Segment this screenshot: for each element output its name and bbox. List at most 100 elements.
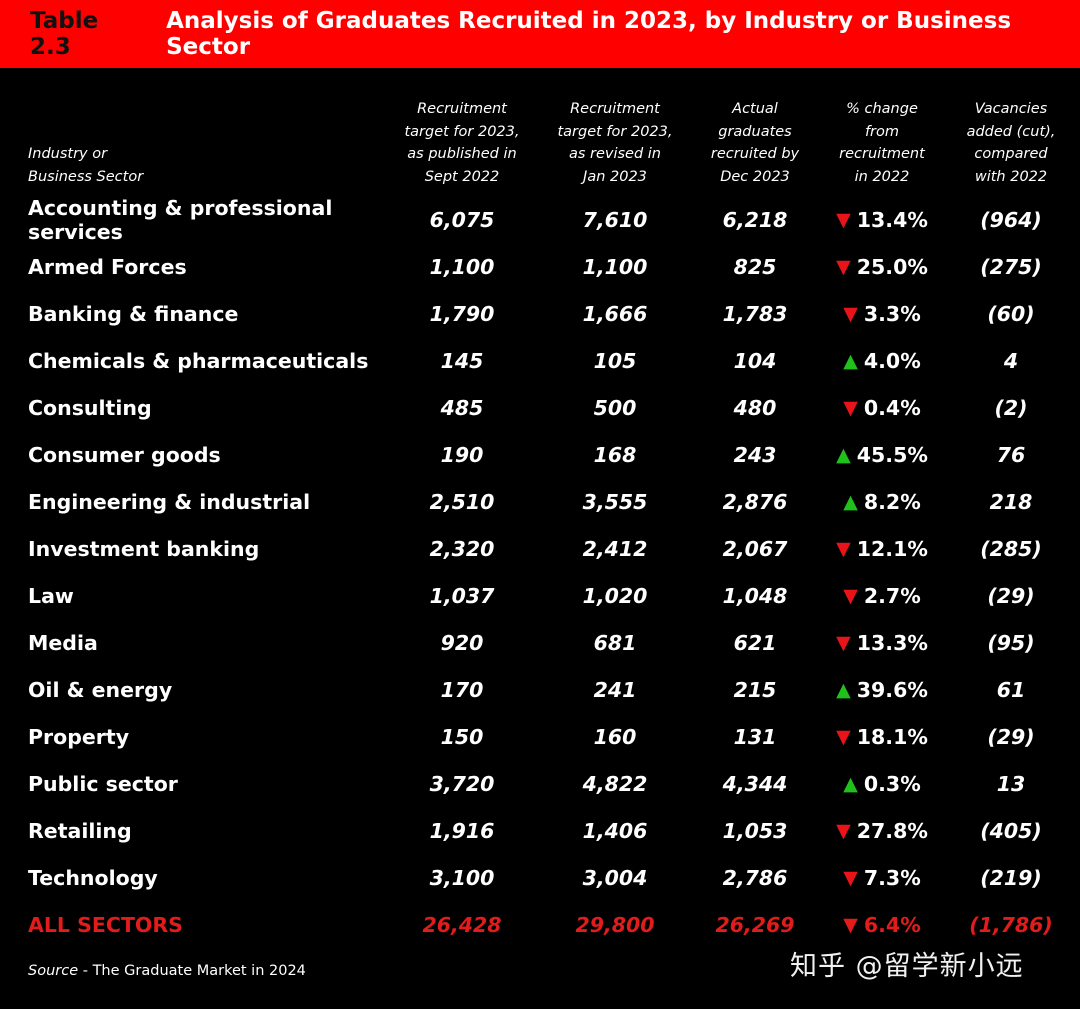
- sept-target-cell: 485: [440, 395, 484, 420]
- percent-change-value: 18.1%: [856, 724, 928, 749]
- vacancies-cell: (964): [980, 207, 1042, 232]
- table-title: Analysis of Graduates Recruited in 2023,…: [166, 8, 1012, 60]
- sept-target-cell: 26,428: [422, 912, 502, 937]
- sept-target-cell: 3,100: [429, 865, 495, 890]
- triangle-down-icon: ▼: [843, 866, 858, 889]
- table-row: Accounting & professional services 6,075 7…: [0, 196, 1080, 244]
- percent-change-value: 25.0%: [856, 254, 928, 279]
- sector-cell: Engineering & industrial: [28, 489, 311, 514]
- vacancies-cell: (60): [987, 301, 1035, 326]
- vacancies-cell: (275): [980, 254, 1042, 279]
- table-row: Media 920 681 621 ▼ 13.3% (95): [0, 619, 1080, 666]
- jan-target-cell: 2,412: [582, 536, 648, 561]
- percent-change-value: 8.2%: [863, 489, 921, 514]
- actual-cell: 26,269: [715, 912, 795, 937]
- triangle-down-icon: ▼: [843, 913, 858, 936]
- sector-cell: ALL SECTORS: [28, 912, 183, 937]
- percent-change-cell: ▼ 25.0%: [817, 243, 947, 290]
- jan-target-cell: 1,100: [582, 254, 648, 279]
- vacancies-cell: (285): [980, 536, 1042, 561]
- jan-target-cell: 1,406: [582, 818, 648, 843]
- actual-cell: 2,786: [722, 865, 788, 890]
- table-body: Accounting & professional services 6,075 7…: [0, 196, 1080, 948]
- sector-cell: Investment banking: [28, 536, 260, 561]
- percent-change-value: 0.4%: [863, 395, 921, 420]
- sector-cell: Media: [28, 630, 98, 655]
- actual-cell: 480: [733, 395, 777, 420]
- sept-target-cell: 190: [440, 442, 484, 467]
- table-row: Chemicals & pharmaceuticals 145 105 104 ▲ 4.0…: [0, 337, 1080, 384]
- actual-cell: 2,876: [722, 489, 788, 514]
- vacancies-cell: 218: [989, 489, 1033, 514]
- percent-change-value: 0.3%: [863, 771, 921, 796]
- vacancies-cell: (29): [987, 583, 1035, 608]
- actual-cell: 131: [733, 724, 777, 749]
- actual-cell: 6,218: [722, 207, 788, 232]
- percent-change-cell: ▲ 4.0%: [817, 337, 947, 384]
- jan-target-cell: 1,020: [582, 583, 648, 608]
- percent-change-cell: ▼ 12.1%: [817, 525, 947, 572]
- table-row: Oil & energy 170 241 215 ▲ 39.6% 61: [0, 666, 1080, 713]
- sept-target-cell: 1,037: [429, 583, 495, 608]
- percent-change-cell: ▼ 6.4%: [817, 901, 947, 948]
- sept-target-cell: 3,720: [429, 771, 495, 796]
- header-vacancies: Vacancies added (cut), compared with 202…: [966, 101, 1056, 185]
- table-row: Banking & finance 1,790 1,666 1,783 ▼ 3.3% (60…: [0, 290, 1080, 337]
- vacancies-cell: (219): [980, 865, 1042, 890]
- vacancies-cell: (95): [987, 630, 1035, 655]
- triangle-down-icon: ▼: [836, 725, 851, 748]
- sept-target-cell: 1,790: [429, 301, 495, 326]
- title-bar: Table 2.3 Analysis of Graduates Recruite…: [0, 0, 1080, 68]
- jan-target-cell: 105: [593, 348, 637, 373]
- table-row: Investment banking 2,320 2,412 2,067 ▼ 12.1% (…: [0, 525, 1080, 572]
- jan-target-cell: 681: [593, 630, 637, 655]
- percent-change-cell: ▼ 13.4%: [817, 196, 947, 243]
- vacancies-cell: 13: [996, 771, 1026, 796]
- actual-cell: 621: [733, 630, 777, 655]
- actual-cell: 104: [733, 348, 777, 373]
- triangle-up-icon: ▲: [843, 349, 858, 372]
- vacancies-cell: 4: [1003, 348, 1019, 373]
- sept-target-cell: 2,320: [429, 536, 495, 561]
- header-jan-target: Recruitment target for 2023, as revised …: [557, 101, 673, 185]
- sector-cell: Technology: [28, 865, 158, 890]
- sector-cell: Retailing: [28, 818, 132, 843]
- table-row: Consumer goods 190 168 243 ▲ 45.5% 76: [0, 431, 1080, 478]
- triangle-up-icon: ▲: [843, 772, 858, 795]
- table-row: Law 1,037 1,020 1,048 ▼ 2.7% (29): [0, 572, 1080, 619]
- percent-change-cell: ▼ 3.3%: [817, 290, 947, 337]
- vacancies-cell: (2): [994, 395, 1028, 420]
- sept-target-cell: 1,916: [429, 818, 495, 843]
- percent-change-cell: ▼ 7.3%: [817, 854, 947, 901]
- vacancies-cell: (1,786): [969, 912, 1053, 937]
- triangle-down-icon: ▼: [836, 208, 851, 231]
- jan-target-cell: 3,004: [582, 865, 648, 890]
- table-row: Retailing 1,916 1,406 1,053 ▼ 27.8% (405): [0, 807, 1080, 854]
- actual-cell: 1,783: [722, 301, 788, 326]
- sector-cell: Consumer goods: [28, 442, 221, 467]
- actual-cell: 243: [733, 442, 777, 467]
- sector-cell: Chemicals & pharmaceuticals: [28, 348, 369, 373]
- sept-target-cell: 1,100: [429, 254, 495, 279]
- header-actual: Actual graduates recruited by Dec 2023: [710, 101, 800, 185]
- triangle-down-icon: ▼: [843, 584, 858, 607]
- jan-target-cell: 168: [593, 442, 637, 467]
- jan-target-cell: 500: [593, 395, 637, 420]
- sector-cell: Property: [28, 724, 130, 749]
- header-percent-change: % change from recruitment in 2022: [839, 101, 925, 185]
- watermark: 知乎 @留学新小远: [790, 951, 1024, 982]
- source-note: Source - The Graduate Market in 2024: [28, 963, 306, 979]
- actual-cell: 2,067: [722, 536, 788, 561]
- table-row: Public sector 3,720 4,822 4,344 ▲ 0.3% 13: [0, 760, 1080, 807]
- vacancies-cell: 61: [996, 677, 1026, 702]
- triangle-up-icon: ▲: [836, 443, 851, 466]
- table-row: Property 150 160 131 ▼ 18.1% (29): [0, 713, 1080, 760]
- percent-change-value: 6.4%: [863, 912, 921, 937]
- percent-change-value: 39.6%: [856, 677, 928, 702]
- percent-change-value: 13.3%: [856, 630, 928, 655]
- source-label: Source: [28, 963, 79, 979]
- jan-target-cell: 241: [593, 677, 637, 702]
- percent-change-value: 7.3%: [863, 865, 921, 890]
- sept-target-cell: 170: [440, 677, 484, 702]
- triangle-up-icon: ▲: [836, 678, 851, 701]
